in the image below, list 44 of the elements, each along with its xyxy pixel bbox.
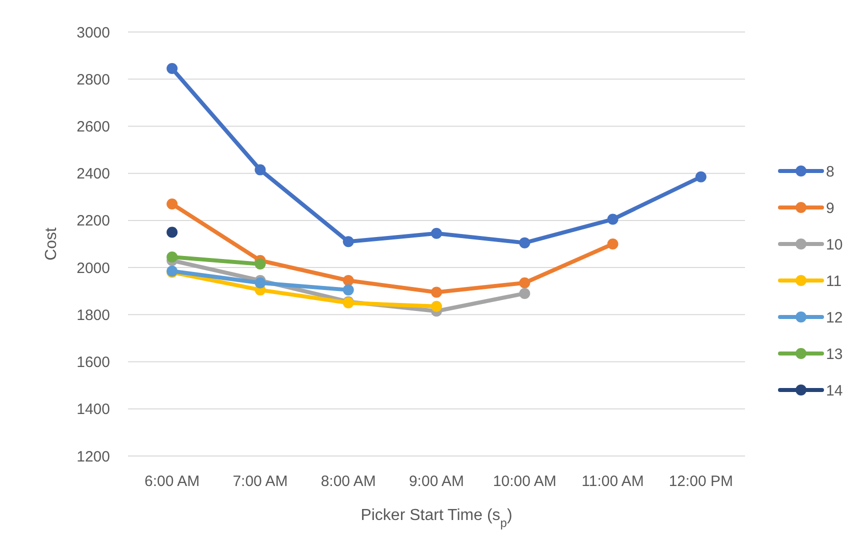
- legend-label: 8: [826, 163, 834, 180]
- x-axis-title: Picker Start Time (s$_{p}$): [360, 507, 512, 530]
- point: [431, 228, 442, 239]
- point: [166, 226, 178, 238]
- point: [166, 198, 178, 210]
- x-tick-label: 10:00 AM: [492, 473, 556, 490]
- legend-label: 12: [826, 309, 843, 326]
- x-tick-label: 8:00 AM: [320, 473, 376, 490]
- point: [431, 286, 442, 298]
- x-tick-label: 12:00 PM: [668, 473, 734, 490]
- legend-label: 14: [826, 382, 843, 400]
- x-tick-label: 11:00 AM: [582, 473, 644, 490]
- point: [254, 258, 266, 270]
- point: [519, 288, 530, 299]
- point: [254, 164, 266, 176]
- point: [607, 214, 618, 225]
- point: [342, 284, 354, 296]
- y-tick-label: 1800: [76, 306, 110, 324]
- x-tick-label: 7:00 AM: [232, 473, 288, 490]
- y-tick-label: 1200: [76, 448, 110, 466]
- y-tick-label: 1600: [76, 354, 110, 372]
- point: [607, 238, 618, 250]
- point: [166, 251, 178, 262]
- point: [431, 300, 442, 312]
- y-tick-label: 2600: [76, 118, 110, 136]
- y-tick-label: 2000: [76, 260, 110, 277]
- point: [166, 63, 178, 74]
- point: [342, 275, 354, 286]
- y-tick-label: 2800: [76, 71, 110, 88]
- point: [342, 236, 354, 248]
- y-tick-label: 2200: [76, 212, 110, 230]
- point: [695, 171, 706, 182]
- y-tick-label: 3000: [76, 24, 110, 42]
- legend-label: 11: [826, 272, 842, 290]
- legend-label: 13: [826, 346, 843, 363]
- y-tick-label: 2400: [76, 166, 110, 183]
- y-tick-label: 1400: [76, 401, 110, 418]
- x-tick-label: 9:00 AM: [408, 473, 464, 490]
- y-axis-title: Cost: [43, 227, 60, 260]
- point: [519, 237, 530, 248]
- legend-label: 10: [826, 236, 843, 254]
- legend-label: 9: [826, 200, 834, 217]
- x-tick-label: 6:00 AM: [144, 473, 200, 490]
- point: [519, 277, 530, 288]
